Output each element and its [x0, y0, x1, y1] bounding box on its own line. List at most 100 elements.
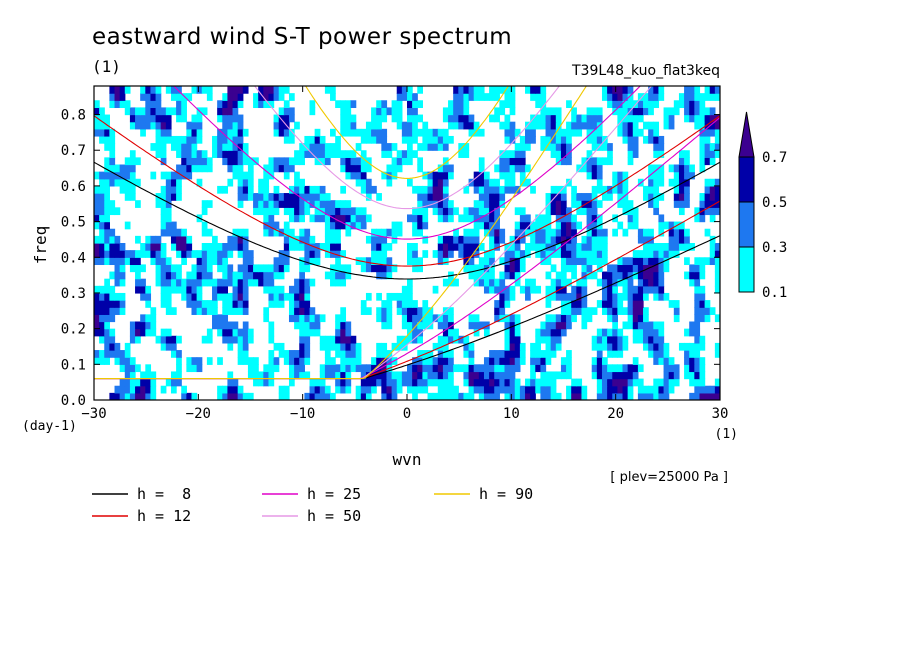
- contour-cell-power-low: [324, 228, 331, 237]
- contour-cell-power-mid: [294, 364, 300, 373]
- contour-cell-power-mid: [222, 121, 229, 130]
- contour-cell-power-high: [504, 378, 511, 387]
- contour-cell-power-mid: [499, 157, 506, 166]
- contour-cell-power-mid: [227, 278, 234, 287]
- contour-cell-power-low: [678, 342, 685, 351]
- contour-cell-power-low: [560, 357, 567, 365]
- contour-cell-power-mid: [622, 364, 629, 373]
- contour-cell-power-low: [545, 300, 552, 308]
- contour-cell-power-mid: [525, 214, 531, 223]
- contour-cell-power-low: [499, 107, 506, 116]
- contour-cell-power-low: [617, 328, 624, 337]
- contour-cell-power-mid: [181, 143, 187, 151]
- contour-cell-power-low: [601, 235, 608, 244]
- contour-cell-power-low: [432, 342, 439, 351]
- contour-cell-power-mid: [304, 285, 311, 294]
- contour-cell-power-mid: [504, 157, 511, 166]
- contour-cell-power-low: [535, 350, 542, 358]
- contour-cell-power-low: [673, 107, 680, 116]
- contour-cell-power-mid: [232, 285, 239, 294]
- contour-cell-power-mid: [350, 221, 357, 230]
- contour-cell-power-mid: [458, 335, 465, 344]
- contour-cell-power-mid: [653, 328, 660, 337]
- contour-cell-power-mid: [242, 342, 249, 351]
- contour-cell-power-low: [448, 107, 454, 116]
- contour-cell-power-low: [519, 135, 526, 144]
- contour-cell-power-mid: [663, 357, 670, 365]
- contour-cell-power-low: [555, 185, 562, 194]
- contour-cell-power-high: [222, 100, 229, 109]
- contour-cell-power-low: [576, 378, 583, 387]
- contour-cell-power-high: [104, 292, 110, 301]
- contour-cell-power-mid: [232, 243, 239, 251]
- contour-cell-power-low: [519, 257, 526, 266]
- x-axis-unit: (1): [715, 427, 738, 442]
- contour-cell-power-low: [283, 350, 290, 358]
- contour-cell-power-mid: [340, 157, 347, 166]
- contour-cell-power-low: [514, 314, 521, 323]
- contour-cell-power-low: [514, 207, 521, 216]
- contour-cell-power-low: [304, 328, 311, 337]
- contour-cell-power-mid: [560, 193, 567, 201]
- contour-cell-power-high: [653, 86, 660, 94]
- contour-cell-power-low: [509, 235, 516, 244]
- contour-cell-power-mid: [407, 121, 413, 130]
- contour-cell-power-low: [350, 150, 357, 158]
- contour-cell-power-low: [448, 350, 454, 358]
- contour-cell-power-low: [247, 357, 254, 365]
- contour-cell-power-mid: [381, 235, 388, 244]
- contour-cell-power-low: [160, 243, 167, 251]
- contour-cell-power-low: [155, 278, 162, 287]
- contour-cell-power-mid: [412, 250, 418, 258]
- contour-cell-power-mid: [699, 307, 706, 315]
- contour-cell-power-low: [535, 328, 542, 337]
- contour-cell-power-mid: [478, 214, 485, 223]
- contour-cell-power-mid: [643, 328, 649, 337]
- contour-cell-power-low: [519, 264, 526, 273]
- contour-cell-power-low: [596, 328, 603, 337]
- contour-cell-power-low: [514, 321, 521, 330]
- contour-cell-power-low: [586, 135, 593, 144]
- contour-cell-power-low: [330, 278, 336, 287]
- contour-cell-power-high: [596, 357, 603, 365]
- contour-cell-power-low: [463, 150, 470, 158]
- contour-cell-power-mid: [612, 392, 618, 400]
- contour-cell-power-high: [555, 328, 562, 337]
- contour-cell-power-high: [165, 271, 172, 280]
- contour-cell-power-mid: [612, 300, 618, 308]
- contour-cell-power-low: [396, 378, 403, 387]
- contour-cell-power-low: [509, 164, 516, 173]
- contour-cell-power-mid: [514, 164, 521, 173]
- contour-cell-power-mid: [407, 128, 413, 137]
- contour-cell-power-low: [299, 214, 305, 223]
- contour-cell-power-peak: [709, 392, 716, 400]
- contour-cell-power-low: [560, 300, 567, 308]
- contour-cell-power-mid: [617, 271, 624, 280]
- contour-cell-power-low: [386, 314, 393, 323]
- contour-cell-power-low: [422, 207, 429, 216]
- contour-cell-power-mid: [514, 243, 521, 251]
- contour-cell-power-low: [140, 371, 146, 380]
- contour-cell-power-mid: [530, 357, 536, 365]
- contour-cell-power-mid: [165, 178, 172, 187]
- curve-ig-h90: [304, 86, 510, 179]
- contour-cell-power-mid: [684, 86, 690, 94]
- contour-cell-power-low: [150, 121, 157, 130]
- contour-cell-power-mid: [345, 350, 352, 358]
- contour-cell-power-mid: [319, 385, 326, 394]
- contour-cell-power-high: [714, 193, 720, 201]
- contour-cell-power-mid: [381, 314, 388, 323]
- contour-cell-power-low: [145, 250, 152, 258]
- contour-cell-power-low: [643, 228, 649, 237]
- y-tick-label: 0.6: [61, 179, 86, 195]
- contour-cell-power-low: [663, 342, 670, 351]
- contour-cell-power-high: [304, 307, 311, 315]
- contour-cell-power-mid: [94, 193, 100, 201]
- contour-cell-power-low: [160, 150, 167, 158]
- contour-cell-power-low: [417, 114, 423, 123]
- contour-cell-power-high: [678, 235, 685, 244]
- contour-cell-power-low: [407, 135, 413, 144]
- contour-cell-power-high: [196, 257, 203, 266]
- contour-cell-power-low: [165, 307, 172, 315]
- contour-cell-power-mid: [494, 392, 500, 400]
